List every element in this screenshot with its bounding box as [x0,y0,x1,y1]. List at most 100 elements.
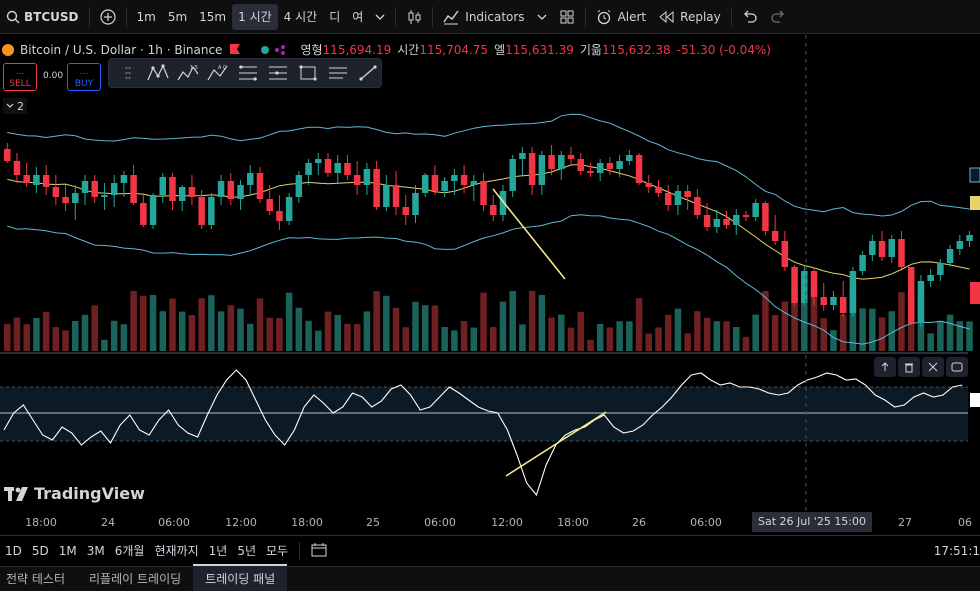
fib-retracement-icon[interactable] [235,61,261,85]
legend-title[interactable]: Bitcoin / U.S. Dollar · 1h · Binance [20,42,223,57]
clock[interactable]: 17:51:1 [933,544,980,558]
undo-button[interactable] [736,4,764,30]
move-pane-up-button[interactable] [874,357,896,377]
volume-bar [188,315,196,351]
trendline-icon[interactable] [355,61,381,85]
tab-replay-trading[interactable]: 리플레이 트레이딩 [89,572,182,586]
volume-bar [626,321,633,351]
range-1y[interactable]: 1년 [208,544,228,558]
abc-pattern-icon[interactable]: A C [205,61,231,85]
volume-bar [878,317,886,351]
volume-bar [937,320,944,351]
divider [584,6,586,27]
volume-bar [140,295,147,351]
time-tick: 12:00 [225,516,257,529]
volume-bar [733,327,740,351]
legend-close: 115,632.38 [601,42,671,57]
interval-extra-d[interactable]: 디 [329,10,341,24]
volume-bar [392,307,400,351]
candle-body [373,169,380,207]
range-3m[interactable]: 3M [86,543,105,558]
logo-text: TradingView [34,484,145,503]
range-5y[interactable]: 5년 [237,544,257,558]
range-ytd[interactable]: 현재까지 [154,544,199,558]
interval-1h[interactable]: 1 시간 [232,3,278,30]
delete-pane-button[interactable] [898,357,920,377]
interval-extra-y[interactable]: 여 [352,10,364,24]
rectangle-icon[interactable] [295,61,321,85]
text-lines-icon[interactable] [325,61,351,85]
range-1d[interactable]: 1D [5,543,22,558]
maximize-pane-button[interactable] [946,357,968,377]
replay-button[interactable]: Replay [652,4,727,30]
tab-trading-panel[interactable]: 트레이딩 패널 [193,564,288,591]
price-chart[interactable] [0,35,980,511]
volume-bar [227,305,235,351]
go-to-date-button[interactable] [306,542,332,560]
pitchfork-icon[interactable] [265,61,291,85]
interval-4h[interactable]: 4 시간 [283,10,318,24]
sell-label: SELL [9,79,31,89]
range-5d[interactable]: 5D [31,543,49,558]
indicators-dropdown[interactable] [531,4,553,30]
collapse-pane-button[interactable] [922,357,944,377]
volume-bar [208,295,215,351]
volume-bar [353,324,361,351]
chart-area[interactable]: Bitcoin / U.S. Dollar · 1h · Binance 영형 … [0,35,980,535]
interval-1m[interactable]: 1m [136,9,156,24]
volume-bar [324,311,332,351]
interval-15m[interactable]: 15m [199,9,227,24]
interval-5m[interactable]: 5m [167,9,188,24]
symbol-search[interactable]: BTCUSD [0,4,85,30]
collapse-icon [928,362,938,372]
collapse-indicators-button[interactable]: 2 [3,98,27,114]
elliott-wave-icon[interactable]: 1 5 [175,61,201,85]
candle-body [198,197,205,225]
tradingview-logo[interactable]: TradingView [4,484,145,503]
oscillator-line [3,369,963,497]
drag-handle-icon[interactable] [115,61,141,85]
volume-bar [499,301,507,351]
compare-button[interactable] [94,4,122,30]
range-1m[interactable]: 1M [58,543,77,558]
candle-body [577,159,584,171]
candle-body [110,183,118,195]
pattern-icon[interactable] [145,61,171,85]
candle-body [733,215,740,225]
volume-bar [198,298,205,351]
redo-button[interactable] [764,4,792,30]
buy-dots: ... [79,67,89,77]
candle-body [684,191,691,197]
candle-body [42,175,50,187]
volume-bar [577,311,584,351]
range-6m[interactable]: 6개월 [114,544,145,558]
time-axis[interactable]: 18:00 24 06:00 12:00 18:00 25 06:00 12:0… [0,511,980,533]
candle-body [723,219,730,225]
candle-body [917,281,925,323]
tab-strategy-tester[interactable]: 전략 테스터 [6,572,66,586]
buy-button[interactable]: ... BUY [67,63,101,91]
volume-bar [538,295,546,351]
volume-bar [52,327,60,351]
candle-body [694,197,701,215]
candle-body [52,187,60,197]
alert-button[interactable]: Alert [590,4,653,30]
candle-body [655,187,662,193]
candle-body [616,161,623,169]
indicators-button[interactable]: Indicators [437,4,530,30]
divider [432,6,434,27]
time-tick: 27 [898,516,912,529]
time-tick: 06:00 [158,516,190,529]
volume-bar [72,321,79,351]
spread-value: 0.00 [43,71,64,81]
volume-bar [470,327,478,351]
flag-icon[interactable] [230,43,241,56]
candle-body [742,215,750,217]
chart-type-button[interactable] [400,4,428,30]
time-tick: 18:00 [291,516,323,529]
interval-dropdown[interactable] [369,4,391,30]
range-all[interactable]: 모두 [266,544,289,558]
candle-body [305,163,312,175]
layouts-button[interactable] [553,4,581,30]
sell-button[interactable]: ... SELL [3,63,37,91]
